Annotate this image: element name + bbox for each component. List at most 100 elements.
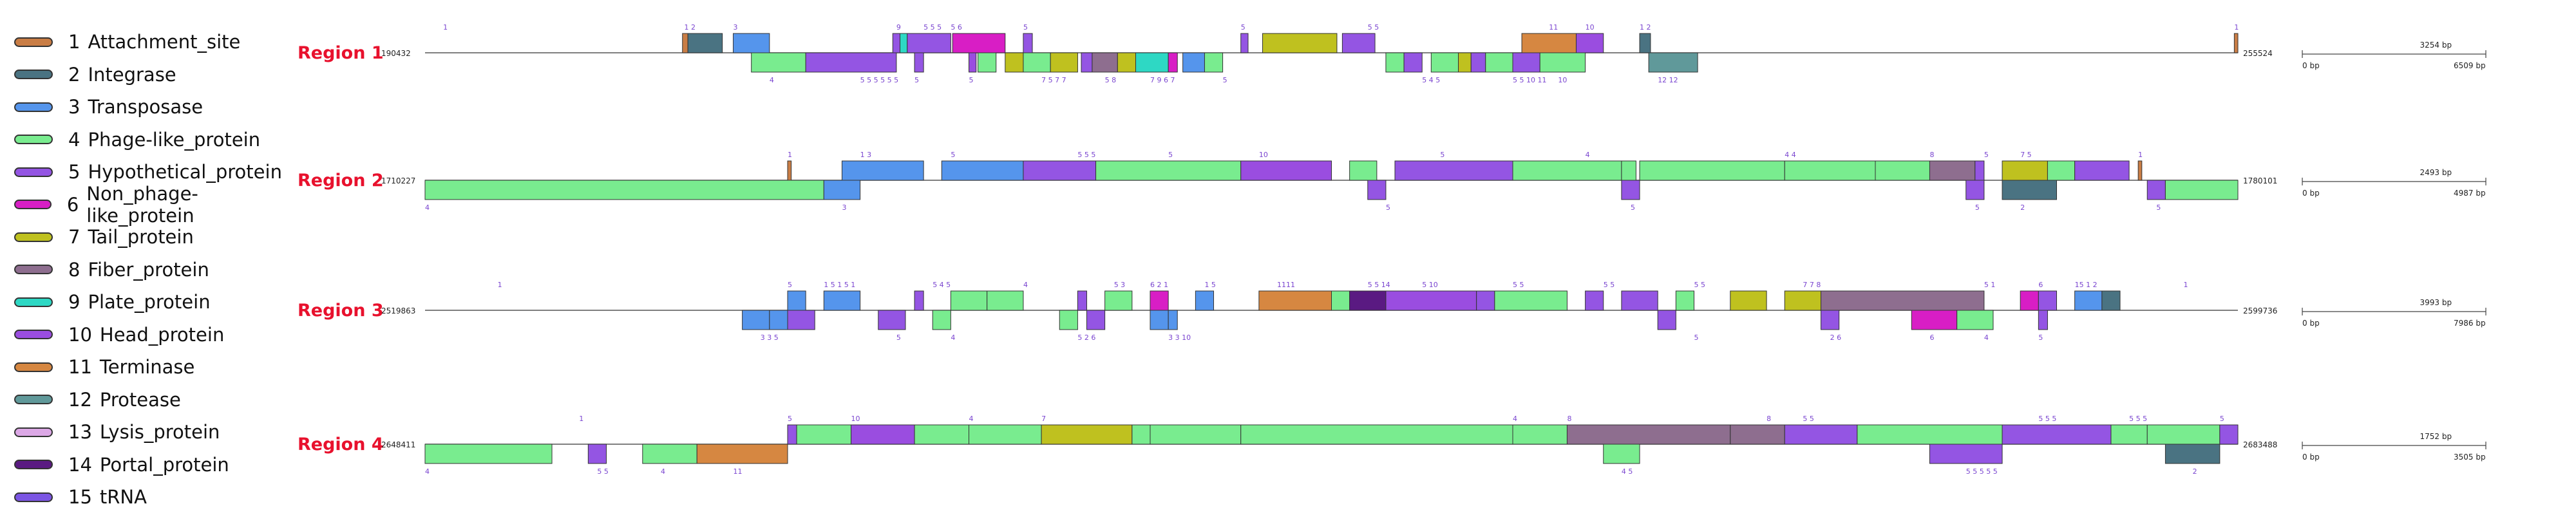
gene-reverse [1168,310,1178,330]
gene-forward [2047,160,2076,181]
gene-reverse [1458,52,1472,73]
region-label: Region 3 [298,301,384,321]
gene-forward [1821,290,1985,311]
gene-forward [1341,33,1376,53]
legend-item-portal-protein: 14 Portal_protein [14,449,229,481]
gene-label-top: 7 7 8 [1803,281,1821,289]
gene-label-bottom: 12 12 [1658,76,1678,84]
gene-forward [1240,33,1249,53]
scale-zero: 0 bp [2302,61,2320,70]
gene-forward [1929,160,1976,181]
gene-label-top: 1 2 [685,23,696,32]
gene-forward [787,290,806,311]
gene-label-top: 6 2 1 [1150,281,1168,289]
legend-label: Phage-like_protein [88,128,261,151]
gene-forward [1095,160,1242,181]
legend-number: 13 [68,421,92,443]
scale-zero: 0 bp [2302,319,2320,328]
legend-swatch [14,395,53,404]
gene-label-top: 5 5 [1694,281,1706,289]
legend-label: Head_protein [99,323,225,346]
gene-label-bottom: 5 [1386,203,1390,212]
gene-forward [900,33,908,53]
gene-forward [2146,424,2221,445]
gene-forward [823,290,861,311]
gene-label-top: 1111 [1277,281,1295,289]
gene-forward [892,33,901,53]
gene-forward [2101,290,2121,311]
gene-reverse [1512,52,1540,73]
legend-swatch [14,167,53,177]
gene-label-top: 8 [1567,415,1571,423]
gene-reverse [1965,180,1985,200]
gene-label-top: 10 [1259,151,1268,159]
gene-label-bottom: 5 8 [1105,76,1117,84]
gene-forward [1566,424,1731,445]
legend-item-head-protein: 10 Head_protein [14,319,224,351]
gene-label-bottom: 3 [842,203,846,212]
legend-label: Attachment_site [88,31,241,53]
region-start-coordinate: 2519863 [381,306,415,315]
gene-label-bottom: 5 [1975,203,1980,212]
gene-label-top: 7 [1041,415,1046,423]
scale-max: 6509 bp [2454,61,2486,70]
gene-reverse [1117,52,1136,73]
gene-label-top: 5 [1168,151,1173,159]
scale-label: 3993 bp [2420,298,2452,307]
region-end-coordinate: 1780101 [2243,176,2277,185]
legend-number: 15 [68,486,92,508]
gene-forward [914,290,924,311]
gene-reverse [587,444,607,464]
gene-forward [2074,290,2103,311]
legend-swatch [14,265,53,274]
gene-label-top: 5 5 [1604,281,1615,289]
gene-reverse [424,444,553,464]
scale-zero: 0 bp [2302,453,2320,462]
gene-label-top: 5 [1984,151,1989,159]
region-end-coordinate: 2683488 [2243,440,2277,449]
gene-reverse [1430,52,1459,73]
gene-forward [1104,290,1133,311]
gene-label-top: 5 [788,415,792,423]
legend-swatch [14,460,53,469]
gene-label-top: 5 5 5 [2038,415,2056,423]
legend-swatch [14,200,52,209]
gene-reverse [1150,310,1169,330]
gene-reverse [823,180,861,200]
region-label: Region 2 [298,171,384,191]
gene-label-top: 8 [1929,151,1934,159]
gene-label-top: 1 5 1 5 1 [824,281,855,289]
gene-label-top: 4 [969,415,974,423]
gene-forward [1476,290,1495,311]
gene-label-bottom: 2 [2193,467,2197,476]
gene-forward [941,160,1024,181]
gene-forward [2137,160,2143,181]
region-start-coordinate: 190432 [381,49,411,58]
gene-reverse [1135,52,1169,73]
gene-label-top: 3 [734,23,738,32]
gene-forward [1494,290,1567,311]
gene-forward [682,33,688,53]
gene-reverse [1204,52,1224,73]
gene-label-top: 1 [443,23,448,32]
gene-forward [1675,290,1695,311]
gene-reverse [1956,310,1994,330]
gene-label-top: 5 5 [1803,415,1814,423]
gene-forward [1195,290,1215,311]
gene-reverse [787,310,815,330]
gene-reverse [1657,310,1676,330]
gene-forward [1262,33,1338,53]
gene-forward [950,290,988,311]
gene-forward [787,160,792,181]
gene-reverse [1081,52,1093,73]
gene-label-top: 1 2 [1640,23,1651,32]
gene-label-bottom: 2 [2020,203,2025,212]
gene-forward [1521,33,1577,53]
gene-forward [1512,160,1622,181]
legend-item-non-phage-like-protein: 6 Non_phage-like_protein [14,183,298,227]
scale-label: 1752 bp [2420,432,2452,441]
legend-item-fiber-protein: 8 Fiber_protein [14,254,209,286]
gene-label-top: 11 [1549,23,1558,32]
gene-forward [1512,424,1567,445]
